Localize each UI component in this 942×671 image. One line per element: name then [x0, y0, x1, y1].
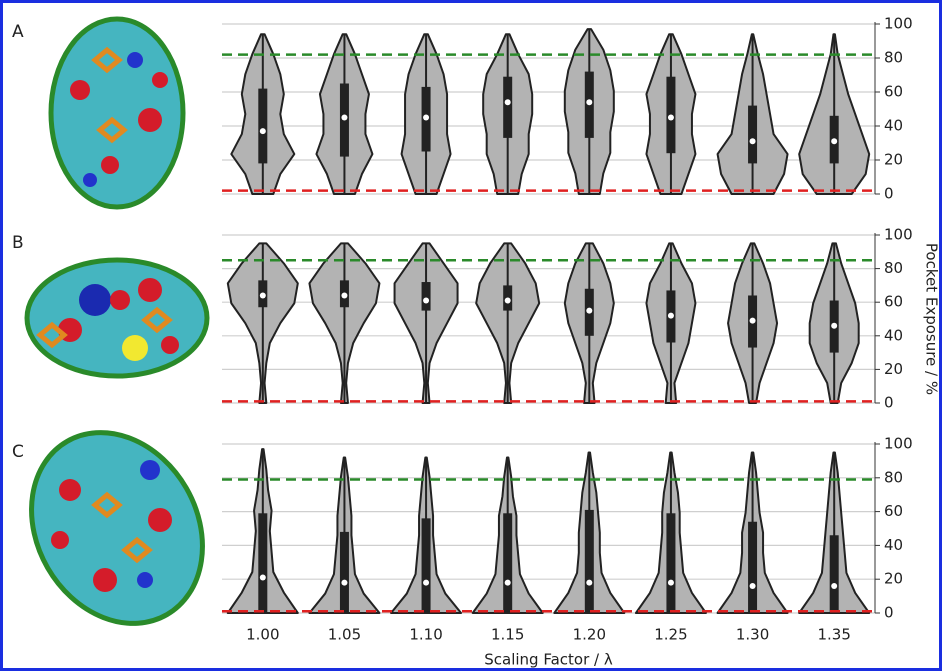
violin-median — [504, 297, 511, 304]
y-tick-label: 40 — [884, 117, 903, 135]
y-tick-label: 0 — [884, 185, 894, 203]
x-tick-label: 1.15 — [491, 626, 524, 644]
y-tick-label: 0 — [884, 604, 894, 622]
x-tick-label: 1.20 — [573, 626, 606, 644]
violin-box — [503, 76, 513, 138]
violin-median — [749, 138, 756, 145]
violin-median — [586, 579, 593, 586]
violin-median — [423, 297, 430, 304]
y-tick-label: 100 — [884, 226, 913, 244]
violin-median — [504, 99, 511, 106]
y-tick-label: 100 — [884, 15, 913, 33]
y-tick-label: 80 — [884, 49, 903, 67]
violin-box — [421, 518, 431, 613]
violin-median — [341, 114, 348, 121]
x-tick-label: 1.35 — [817, 626, 850, 644]
violin-median — [586, 307, 593, 314]
y-tick-label: 20 — [884, 360, 903, 378]
violin-box — [666, 513, 676, 613]
violin-box — [584, 509, 594, 613]
x-tick-label: 1.05 — [328, 626, 361, 644]
violin-median — [749, 582, 756, 589]
panel-label: C — [12, 442, 24, 462]
panel-label: B — [12, 233, 24, 253]
pocket-image-a — [48, 16, 186, 210]
y-tick-label: 20 — [884, 151, 903, 169]
violin-median — [667, 312, 674, 319]
violin-median — [831, 582, 838, 589]
y-tick-label: 60 — [884, 293, 903, 311]
violin-box — [829, 535, 839, 613]
violin-box — [421, 282, 431, 311]
x-tick-label: 1.00 — [246, 626, 279, 644]
panel-label: A — [12, 22, 24, 42]
violin-median — [504, 579, 511, 586]
violin-median — [423, 579, 430, 586]
x-tick-label: 1.25 — [654, 626, 687, 644]
violin-median — [259, 574, 266, 581]
violin-median — [831, 322, 838, 329]
violin-median — [341, 292, 348, 299]
violin-box — [503, 513, 513, 613]
violin-box — [748, 105, 758, 164]
violin-median — [667, 579, 674, 586]
y-tick-label: 80 — [884, 259, 903, 277]
violin-median — [259, 128, 266, 135]
y-axis-label: Pocket Exposure / % — [923, 243, 941, 395]
violin-box — [258, 513, 268, 613]
violin-median — [341, 579, 348, 586]
violin-median — [586, 99, 593, 106]
x-axis-label: Scaling Factor / λ — [484, 651, 613, 669]
violin-median — [667, 114, 674, 121]
y-tick-label: 20 — [884, 570, 903, 588]
y-tick-label: 100 — [884, 435, 913, 453]
x-tick-label: 1.30 — [736, 626, 769, 644]
y-tick-label: 40 — [884, 536, 903, 554]
violin-median — [259, 292, 266, 299]
y-tick-label: 0 — [884, 394, 894, 412]
violin-box — [748, 521, 758, 613]
violin-median — [749, 317, 756, 324]
pocket-image-c — [29, 430, 205, 626]
y-tick-label: 40 — [884, 326, 903, 344]
x-tick-label: 1.10 — [409, 626, 442, 644]
pocket-image-b — [24, 257, 210, 379]
y-tick-label: 80 — [884, 468, 903, 486]
y-tick-label: 60 — [884, 83, 903, 101]
violin-median — [423, 114, 430, 121]
y-tick-label: 60 — [884, 502, 903, 520]
violin-median — [831, 138, 838, 145]
violin-box — [339, 531, 349, 613]
violin-box — [258, 88, 268, 164]
